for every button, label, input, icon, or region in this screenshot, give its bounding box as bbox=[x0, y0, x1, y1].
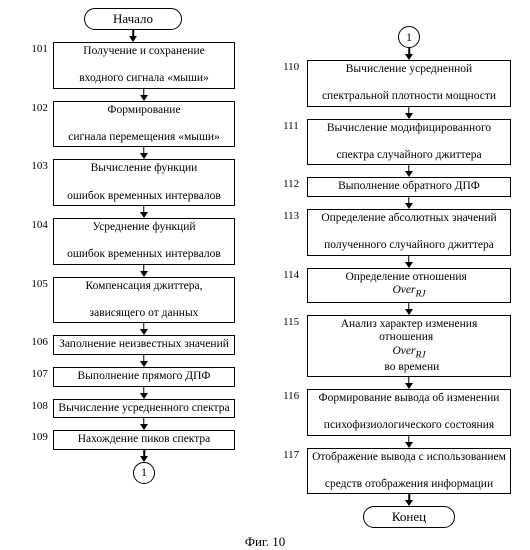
step-box: Заполнение неизвестных значений bbox=[53, 335, 234, 355]
step-line: Выполнение обратного ДПФ bbox=[312, 180, 506, 194]
step-107: 107 Выполнение прямого ДПФ bbox=[31, 367, 234, 387]
step-line: средств отображения информации bbox=[312, 478, 506, 492]
start-terminator: Начало bbox=[84, 8, 182, 30]
step-number: 116 bbox=[283, 389, 307, 436]
step-line: зависящего от данных bbox=[58, 307, 229, 321]
step-box: Вычисление усредненной спектральной плотн… bbox=[307, 60, 511, 107]
step-116: 116 Формирование вывода об изменении психо… bbox=[283, 389, 511, 436]
step-number: 108 bbox=[31, 399, 53, 419]
step-number: 105 bbox=[31, 277, 53, 324]
step-line: Получение и сохранение bbox=[58, 45, 229, 59]
step-box: Анализ характер измененияотношения OverR… bbox=[307, 315, 511, 377]
step-box: Выполнение обратного ДПФ bbox=[307, 177, 511, 197]
step-line: ошибок временных интервалов bbox=[58, 190, 229, 204]
connector-out: 1 bbox=[133, 462, 155, 484]
step-number: 107 bbox=[31, 367, 53, 387]
step-box: Вычисление усредненного спектра bbox=[53, 399, 234, 419]
step-line: Вычисление модифицированного bbox=[312, 122, 506, 136]
step-line: Выполнение прямого ДПФ bbox=[58, 370, 229, 384]
step-111: 111 Вычисление модифицированного спектра с… bbox=[283, 119, 511, 166]
step-104: 104 Усреднение функций ошибок временных ин… bbox=[31, 218, 234, 265]
step-number: 111 bbox=[283, 119, 307, 166]
step-115: 115Анализ характер измененияотношения Ov… bbox=[283, 315, 511, 377]
step-106: 106 Заполнение неизвестных значений bbox=[31, 335, 234, 355]
step-box: Формирование сигнала перемещения «мыши» bbox=[53, 101, 234, 148]
step-line: Нахождение пиков спектра bbox=[58, 433, 229, 447]
step-box: Вычисление функции ошибок временных интер… bbox=[53, 159, 234, 206]
step-101: 101 Получение и сохранение входного сигнал… bbox=[31, 42, 234, 89]
step-box: Определение отношения OverRJ bbox=[307, 268, 511, 303]
step-number: 117 bbox=[283, 448, 307, 495]
step-line: Определение абсолютных значений bbox=[312, 212, 506, 226]
flowchart: Начало 101 Получение и сохранение входного… bbox=[0, 0, 530, 532]
step-box: Формирование вывода об изменении психофиз… bbox=[307, 389, 511, 436]
step-line: ошибок временных интервалов bbox=[58, 248, 229, 262]
step-line: Формирование bbox=[58, 104, 229, 118]
step-line: полученного случайного джиттера bbox=[312, 239, 506, 253]
right-column: 1 110 Вычисление усредненной спектральной … bbox=[270, 8, 524, 528]
step-box: Компенсация джиттера, зависящего от данны… bbox=[53, 277, 234, 324]
connector-in: 1 bbox=[398, 26, 420, 48]
step-114: 114Определение отношения OverRJ bbox=[283, 268, 511, 303]
step-112: 112 Выполнение обратного ДПФ bbox=[283, 177, 511, 197]
step-number: 114 bbox=[283, 268, 307, 303]
step-105: 105 Компенсация джиттера, зависящего от да… bbox=[31, 277, 234, 324]
step-number: 101 bbox=[31, 42, 53, 89]
step-line: Вычисление функции bbox=[58, 162, 229, 176]
step-box: Выполнение прямого ДПФ bbox=[53, 367, 234, 387]
step-108: 108 Вычисление усредненного спектра bbox=[31, 399, 234, 419]
step-box: Получение и сохранение входного сигнала «… bbox=[53, 42, 234, 89]
step-number: 104 bbox=[31, 218, 53, 265]
step-line: Заполнение неизвестных значений bbox=[58, 338, 229, 352]
figure-caption: Фиг. 10 bbox=[0, 534, 530, 550]
step-line: спектра случайного джиттера bbox=[312, 149, 506, 163]
step-line: Отображение вывода с использованием bbox=[312, 451, 506, 465]
step-line: сигнала перемещения «мыши» bbox=[58, 131, 229, 145]
step-line: спектральной плотности мощности bbox=[312, 90, 506, 104]
step-113: 113 Определение абсолютных значений получе… bbox=[283, 209, 511, 256]
step-number: 113 bbox=[283, 209, 307, 256]
step-line: Вычисление усредненного спектра bbox=[58, 402, 229, 416]
step-number: 109 bbox=[31, 430, 53, 450]
step-box: Определение абсолютных значений полученно… bbox=[307, 209, 511, 256]
step-number: 103 bbox=[31, 159, 53, 206]
step-number: 112 bbox=[283, 177, 307, 197]
step-line: Компенсация джиттера, bbox=[58, 280, 229, 294]
step-109: 109 Нахождение пиков спектра bbox=[31, 430, 234, 450]
step-box: Отображение вывода с использованием средс… bbox=[307, 448, 511, 495]
step-number: 102 bbox=[31, 101, 53, 148]
step-line: Формирование вывода об изменении bbox=[312, 392, 506, 406]
step-line: Вычисление усредненной bbox=[312, 63, 506, 77]
step-110: 110 Вычисление усредненной спектральной пл… bbox=[283, 60, 511, 107]
step-102: 102 Формирование сигнала перемещения «мыши… bbox=[31, 101, 234, 148]
end-terminator: Конец bbox=[363, 506, 455, 528]
step-number: 110 bbox=[283, 60, 307, 107]
step-117: 117 Отображение вывода с использованием ср… bbox=[283, 448, 511, 495]
step-line: Усреднение функций bbox=[58, 221, 229, 235]
step-line: входного сигнала «мыши» bbox=[58, 72, 229, 86]
step-number: 115 bbox=[283, 315, 307, 377]
step-line: психофизиологического состояния bbox=[312, 419, 506, 433]
step-box: Вычисление модифицированного спектра случ… bbox=[307, 119, 511, 166]
left-column: Начало 101 Получение и сохранение входного… bbox=[6, 8, 260, 528]
step-number: 106 bbox=[31, 335, 53, 355]
step-103: 103 Вычисление функции ошибок временных ин… bbox=[31, 159, 234, 206]
step-box: Усреднение функций ошибок временных интер… bbox=[53, 218, 234, 265]
step-box: Нахождение пиков спектра bbox=[53, 430, 234, 450]
